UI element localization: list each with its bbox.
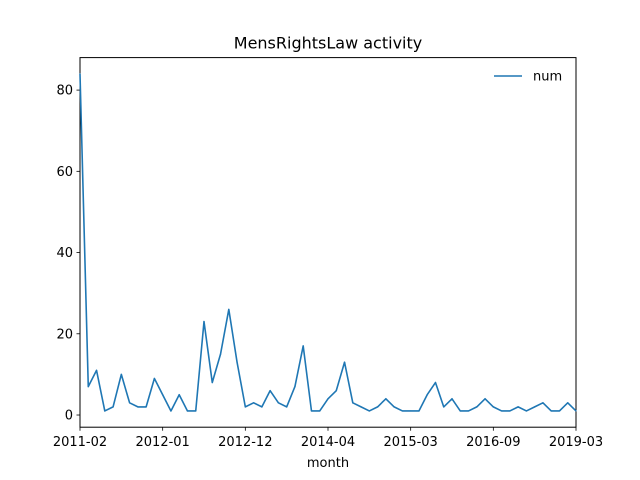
data-point	[360, 406, 362, 408]
data-point	[343, 361, 346, 363]
y-tick-label: 0	[65, 409, 73, 424]
data-point	[517, 406, 519, 408]
data-point	[558, 410, 561, 412]
series-line-num	[79, 73, 577, 412]
data-point	[253, 402, 255, 404]
plot-frame	[79, 57, 577, 428]
data-point	[410, 410, 412, 412]
data-point	[162, 394, 164, 396]
data-point	[170, 410, 172, 412]
data-point	[286, 406, 288, 408]
data-point	[104, 410, 106, 412]
data-point	[203, 321, 205, 323]
y-tick-label: 40	[56, 246, 73, 261]
chart-title: MensRightsLaw activity	[234, 34, 422, 53]
legend-label-num: num	[533, 70, 562, 85]
y-tick-label: 80	[56, 84, 73, 99]
x-tick-label: 2019-03	[549, 435, 603, 450]
data-point	[567, 402, 569, 404]
data-point	[310, 410, 313, 412]
data-point	[112, 406, 114, 408]
data-point	[87, 385, 89, 388]
data-point	[484, 398, 486, 400]
data-point	[129, 402, 131, 404]
y-tick-label: 60	[56, 165, 73, 180]
y-axis: 0 20 40 60 80	[56, 84, 80, 424]
x-axis-label: month	[307, 456, 349, 471]
data-point	[319, 410, 321, 412]
data-point	[459, 410, 461, 412]
data-point	[426, 394, 428, 396]
data-point	[186, 410, 189, 412]
data-point	[509, 410, 511, 412]
series-layer	[79, 73, 577, 412]
data-point	[327, 398, 329, 400]
data-point	[418, 410, 420, 412]
data-point	[219, 353, 222, 355]
y-tick-label: 20	[56, 327, 73, 342]
data-point	[145, 406, 147, 408]
data-point	[269, 390, 271, 392]
data-point	[434, 381, 437, 384]
x-axis: 2011-02 2012-01 2012-12 2014-04 2015-03 2016-…	[53, 427, 603, 450]
x-tick-label: 2016-09	[466, 435, 520, 450]
x-tick-label: 2012-01	[136, 435, 190, 450]
data-point	[377, 406, 379, 408]
data-point	[451, 398, 453, 400]
data-point	[294, 385, 296, 388]
data-point	[525, 410, 528, 412]
x-tick-label: 2012-12	[218, 435, 272, 450]
x-tick-label: 2015-03	[384, 435, 438, 450]
data-point	[244, 406, 246, 408]
data-point	[178, 394, 180, 396]
data-point	[335, 390, 337, 392]
data-point	[550, 410, 552, 412]
data-point	[302, 345, 304, 347]
data-point	[492, 406, 494, 408]
data-point	[95, 369, 98, 371]
data-point	[352, 402, 354, 404]
data-point	[195, 410, 197, 412]
data-point	[385, 398, 387, 400]
x-tick-label: 2011-02	[53, 435, 107, 450]
data-point	[277, 402, 279, 404]
x-tick-label: 2014-04	[301, 435, 355, 450]
legend: num	[494, 70, 562, 85]
data-point	[401, 410, 403, 412]
data-point	[261, 406, 263, 408]
data-point	[368, 410, 370, 412]
data-point	[120, 373, 122, 375]
data-point	[467, 410, 470, 412]
data-point	[228, 308, 230, 311]
data-point	[575, 410, 577, 412]
data-point	[476, 406, 478, 408]
data-point	[211, 381, 213, 384]
data-point	[393, 406, 395, 408]
data-point	[236, 361, 238, 363]
data-point	[534, 406, 536, 408]
data-point	[501, 410, 503, 412]
data-point	[542, 402, 544, 404]
data-point	[79, 73, 81, 75]
data-point	[153, 377, 155, 380]
data-point	[137, 406, 139, 408]
data-point	[443, 406, 445, 408]
